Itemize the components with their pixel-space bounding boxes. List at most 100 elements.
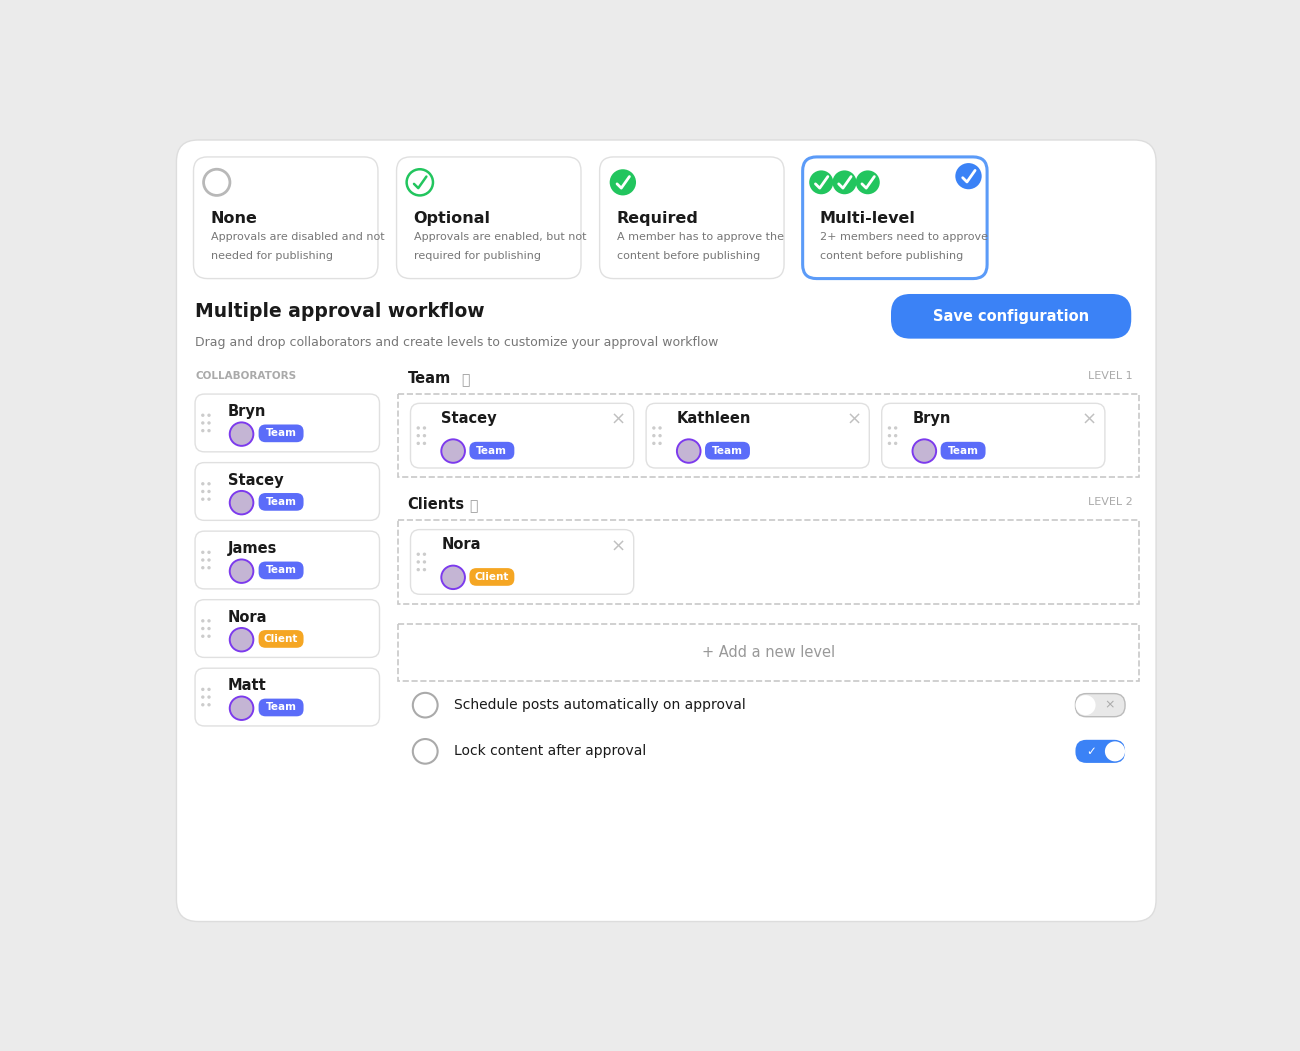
Text: Multi-level: Multi-level (820, 211, 915, 226)
FancyBboxPatch shape (259, 631, 303, 647)
Text: Nora: Nora (442, 537, 481, 552)
Circle shape (422, 434, 426, 437)
Circle shape (442, 440, 464, 461)
Circle shape (207, 482, 211, 486)
Circle shape (229, 558, 255, 584)
Circle shape (956, 163, 982, 189)
Circle shape (441, 564, 465, 590)
FancyBboxPatch shape (881, 404, 1105, 468)
Circle shape (422, 553, 426, 556)
Circle shape (855, 170, 880, 194)
Circle shape (1105, 741, 1124, 761)
Circle shape (207, 626, 211, 631)
Text: Required: Required (616, 211, 698, 226)
Text: Drag and drop collaborators and create levels to customize your approval workflo: Drag and drop collaborators and create l… (195, 335, 719, 349)
Circle shape (230, 628, 252, 651)
Text: Multiple approval workflow: Multiple approval workflow (195, 302, 485, 321)
Text: Team: Team (407, 371, 451, 386)
Circle shape (230, 698, 252, 719)
Circle shape (442, 566, 464, 589)
Circle shape (207, 551, 211, 554)
Circle shape (207, 413, 211, 417)
FancyBboxPatch shape (194, 157, 378, 279)
FancyBboxPatch shape (469, 441, 515, 459)
Text: needed for publishing: needed for publishing (211, 251, 333, 261)
Text: Team: Team (265, 565, 296, 575)
Circle shape (809, 170, 833, 194)
FancyBboxPatch shape (469, 569, 515, 585)
Circle shape (202, 566, 204, 570)
Text: Bryn: Bryn (227, 404, 266, 419)
Text: Save configuration: Save configuration (933, 309, 1089, 324)
Circle shape (202, 482, 204, 486)
Circle shape (202, 696, 204, 699)
Text: ⧉: ⧉ (462, 373, 471, 387)
FancyBboxPatch shape (411, 530, 633, 594)
Text: Matt: Matt (227, 678, 266, 694)
Circle shape (888, 441, 892, 445)
Text: James: James (227, 541, 277, 556)
Text: Schedule posts automatically on approval: Schedule posts automatically on approval (454, 698, 746, 713)
FancyBboxPatch shape (802, 157, 987, 279)
FancyBboxPatch shape (195, 668, 380, 726)
Circle shape (832, 170, 857, 194)
Circle shape (207, 429, 211, 432)
Text: Client: Client (474, 572, 510, 582)
Bar (398, 623, 1139, 681)
Circle shape (202, 413, 204, 417)
Text: Stacey: Stacey (442, 411, 497, 426)
Text: 2+ members need to approve: 2+ members need to approve (820, 232, 988, 243)
Circle shape (653, 441, 655, 445)
Text: Team: Team (265, 429, 296, 438)
Circle shape (676, 438, 702, 463)
Circle shape (207, 703, 211, 706)
Text: Team: Team (712, 446, 744, 456)
Circle shape (230, 560, 252, 582)
Text: None: None (211, 211, 257, 226)
Circle shape (202, 429, 204, 432)
Text: Optional: Optional (413, 211, 490, 226)
Circle shape (658, 441, 662, 445)
Circle shape (229, 696, 255, 721)
Circle shape (914, 440, 935, 461)
Circle shape (207, 619, 211, 622)
Circle shape (416, 441, 420, 445)
FancyBboxPatch shape (1075, 694, 1124, 717)
Text: Team: Team (476, 446, 507, 456)
Text: Client: Client (264, 634, 298, 644)
FancyBboxPatch shape (599, 157, 784, 279)
Text: Approvals are enabled, but not: Approvals are enabled, but not (413, 232, 586, 243)
FancyBboxPatch shape (411, 404, 633, 468)
Text: ×: × (611, 537, 625, 555)
Circle shape (207, 497, 211, 501)
Text: Kathleen: Kathleen (677, 411, 751, 426)
Circle shape (658, 427, 662, 430)
Bar (398, 520, 1139, 603)
Circle shape (610, 169, 636, 195)
Circle shape (207, 635, 211, 638)
Text: required for publishing: required for publishing (413, 251, 541, 261)
Circle shape (653, 434, 655, 437)
FancyBboxPatch shape (177, 140, 1156, 922)
FancyBboxPatch shape (195, 600, 380, 658)
Circle shape (202, 703, 204, 706)
Circle shape (202, 497, 204, 501)
Circle shape (202, 421, 204, 425)
Circle shape (422, 560, 426, 563)
FancyBboxPatch shape (396, 157, 581, 279)
Text: Team: Team (265, 497, 296, 507)
Text: Lock content after approval: Lock content after approval (454, 744, 646, 759)
Text: ×: × (1104, 699, 1115, 712)
Circle shape (207, 421, 211, 425)
FancyBboxPatch shape (195, 531, 380, 589)
Circle shape (202, 619, 204, 622)
Circle shape (911, 438, 937, 463)
Text: Stacey: Stacey (227, 473, 283, 488)
Text: LEVEL 1: LEVEL 1 (1088, 371, 1132, 380)
FancyBboxPatch shape (195, 394, 380, 452)
FancyBboxPatch shape (1075, 740, 1124, 763)
Circle shape (230, 492, 252, 514)
Text: COLLABORATORS: COLLABORATORS (195, 371, 296, 380)
Text: Clients: Clients (407, 497, 464, 512)
Circle shape (894, 434, 897, 437)
